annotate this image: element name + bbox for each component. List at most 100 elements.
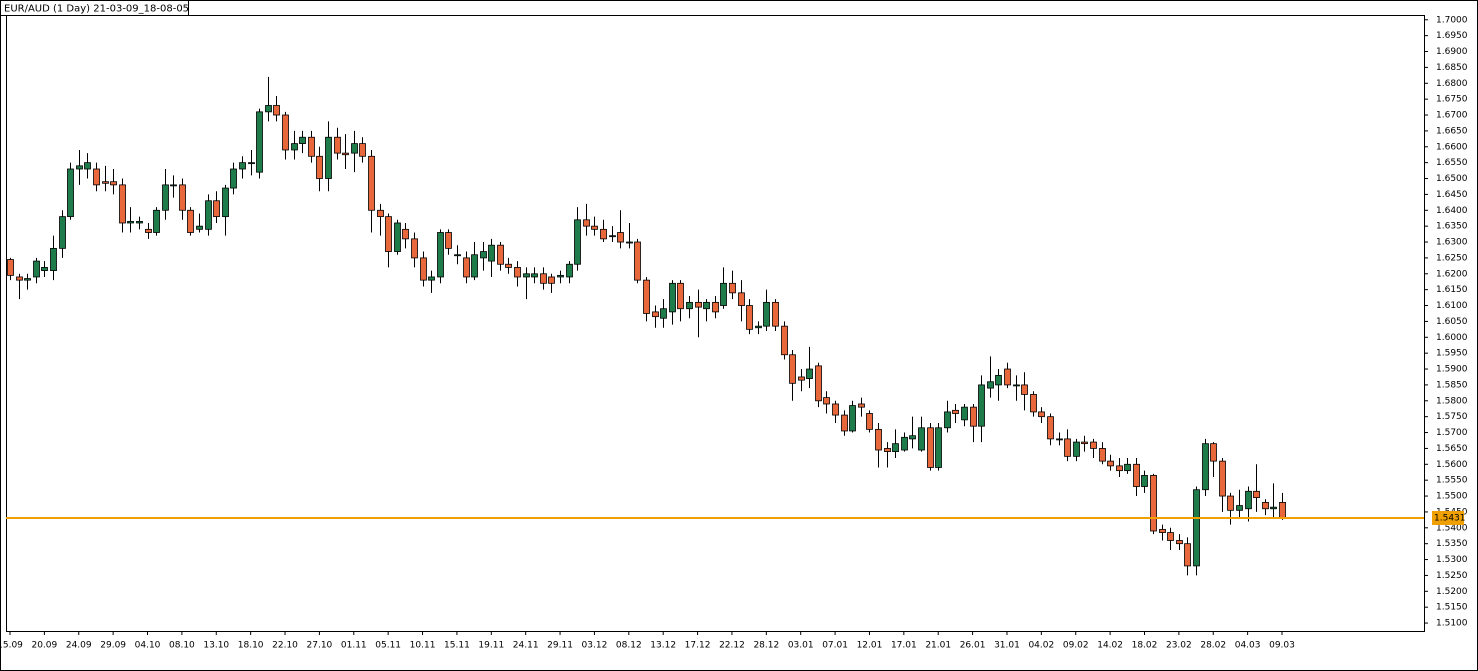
candle-body [16, 276, 23, 281]
candle-body [772, 301, 779, 327]
candle-body [76, 165, 83, 170]
candle-body [497, 244, 504, 265]
x-tick-label: 22.12 [719, 641, 745, 651]
y-tick-label: 1.6150 [1436, 285, 1468, 295]
candle-body [643, 279, 650, 314]
x-tick-label: 04.03 [1235, 641, 1261, 651]
x-tick-label: 26.01 [960, 641, 986, 651]
y-tick-label: 1.5200 [1436, 587, 1468, 597]
candle-body [557, 274, 564, 278]
candle-body [703, 301, 710, 310]
candle-body [463, 257, 470, 278]
y-tick-label: 1.6800 [1436, 79, 1468, 89]
y-tick-label: 1.5900 [1436, 365, 1468, 375]
candle-body [1176, 540, 1183, 545]
candle-body [652, 311, 659, 318]
x-tick-label: 18.02 [1132, 641, 1158, 651]
candle-body [162, 184, 169, 211]
x-tick-label: 29.11 [547, 641, 573, 651]
candle-body [574, 219, 581, 265]
x-tick-label: 03.01 [788, 641, 814, 651]
x-tick-label: 31.01 [994, 641, 1020, 651]
y-tick-label: 1.6500 [1436, 174, 1468, 184]
last-price-label: 1.5431 [1434, 513, 1466, 523]
x-tick-label: 08.12 [616, 641, 642, 651]
candle-body [523, 273, 530, 278]
candle-body [841, 414, 848, 432]
x-tick-label: 07.01 [822, 641, 848, 651]
x-tick-label: 01.11 [341, 641, 367, 651]
y-tick-label: 1.5300 [1436, 555, 1468, 565]
y-tick-label: 1.6300 [1436, 238, 1468, 248]
candle-body [1133, 463, 1140, 487]
candle-body [334, 136, 341, 154]
candle-body [815, 365, 822, 402]
candle-body [1210, 443, 1217, 462]
x-tick-label: 24.11 [513, 641, 539, 651]
candle-body [1141, 475, 1148, 487]
y-tick-label: 1.6200 [1436, 269, 1468, 279]
y-tick-label: 1.5500 [1436, 492, 1468, 502]
candle-body [1124, 463, 1131, 472]
candle-body [230, 168, 237, 189]
candle-body [729, 282, 736, 294]
candle-body [591, 225, 598, 230]
candle-body [548, 276, 555, 284]
candle-body [1150, 475, 1157, 532]
y-tick-label: 1.6450 [1436, 190, 1468, 200]
y-tick-label: 1.5750 [1436, 412, 1468, 422]
y-tick-label: 1.6650 [1436, 126, 1468, 136]
candle-body [626, 241, 633, 244]
candle-body [927, 427, 934, 468]
y-tick-label: 1.6350 [1436, 222, 1468, 232]
candle-body [454, 254, 461, 257]
y-tick-label: 1.6700 [1436, 111, 1468, 121]
candle-body [488, 244, 495, 262]
candle-body [471, 254, 478, 278]
x-tick-label: 22.10 [272, 641, 298, 651]
candle-body [282, 114, 289, 151]
candle-body [1107, 460, 1114, 467]
candle-body [1038, 411, 1045, 418]
candle-body [1073, 441, 1080, 457]
title-box [0, 0, 189, 16]
candle-body [385, 216, 392, 252]
x-tick-label: 15.11 [444, 641, 470, 651]
x-tick-label: 03.12 [582, 641, 608, 651]
candle-body [970, 406, 977, 427]
candle-body [437, 232, 444, 278]
x-tick-label: 14.02 [1097, 641, 1123, 651]
y-tick-label: 1.6250 [1436, 253, 1468, 263]
y-tick-label: 1.5100 [1436, 619, 1468, 629]
x-tick-label: 13.12 [650, 641, 676, 651]
candle-body [995, 374, 1002, 386]
x-tick-label: 24.09 [66, 641, 92, 651]
candle-body [1030, 394, 1037, 413]
candle-body [213, 200, 220, 218]
candle-body [33, 260, 40, 278]
candle-body [67, 168, 74, 218]
candle-body [531, 273, 538, 278]
candle-body [798, 376, 805, 381]
candle-body [24, 278, 31, 281]
candle-body [308, 136, 315, 157]
candle-body [153, 209, 160, 233]
candle-body [1227, 495, 1234, 511]
y-tick-label: 1.5150 [1436, 603, 1468, 613]
candle-body [634, 241, 641, 281]
candle-body [145, 228, 152, 233]
candle-body [93, 168, 100, 186]
candle-body [394, 222, 401, 252]
candle-body [892, 443, 899, 452]
candle-body [789, 354, 796, 384]
candle-body [1262, 502, 1269, 510]
candle-body [677, 282, 684, 310]
candle-body [1167, 532, 1174, 541]
candle-body [832, 403, 839, 416]
candle-body [1064, 438, 1071, 457]
candle-body [686, 301, 693, 310]
y-tick-label: 1.6900 [1436, 47, 1468, 57]
candle-body [119, 184, 126, 224]
candle-body [1270, 506, 1277, 510]
